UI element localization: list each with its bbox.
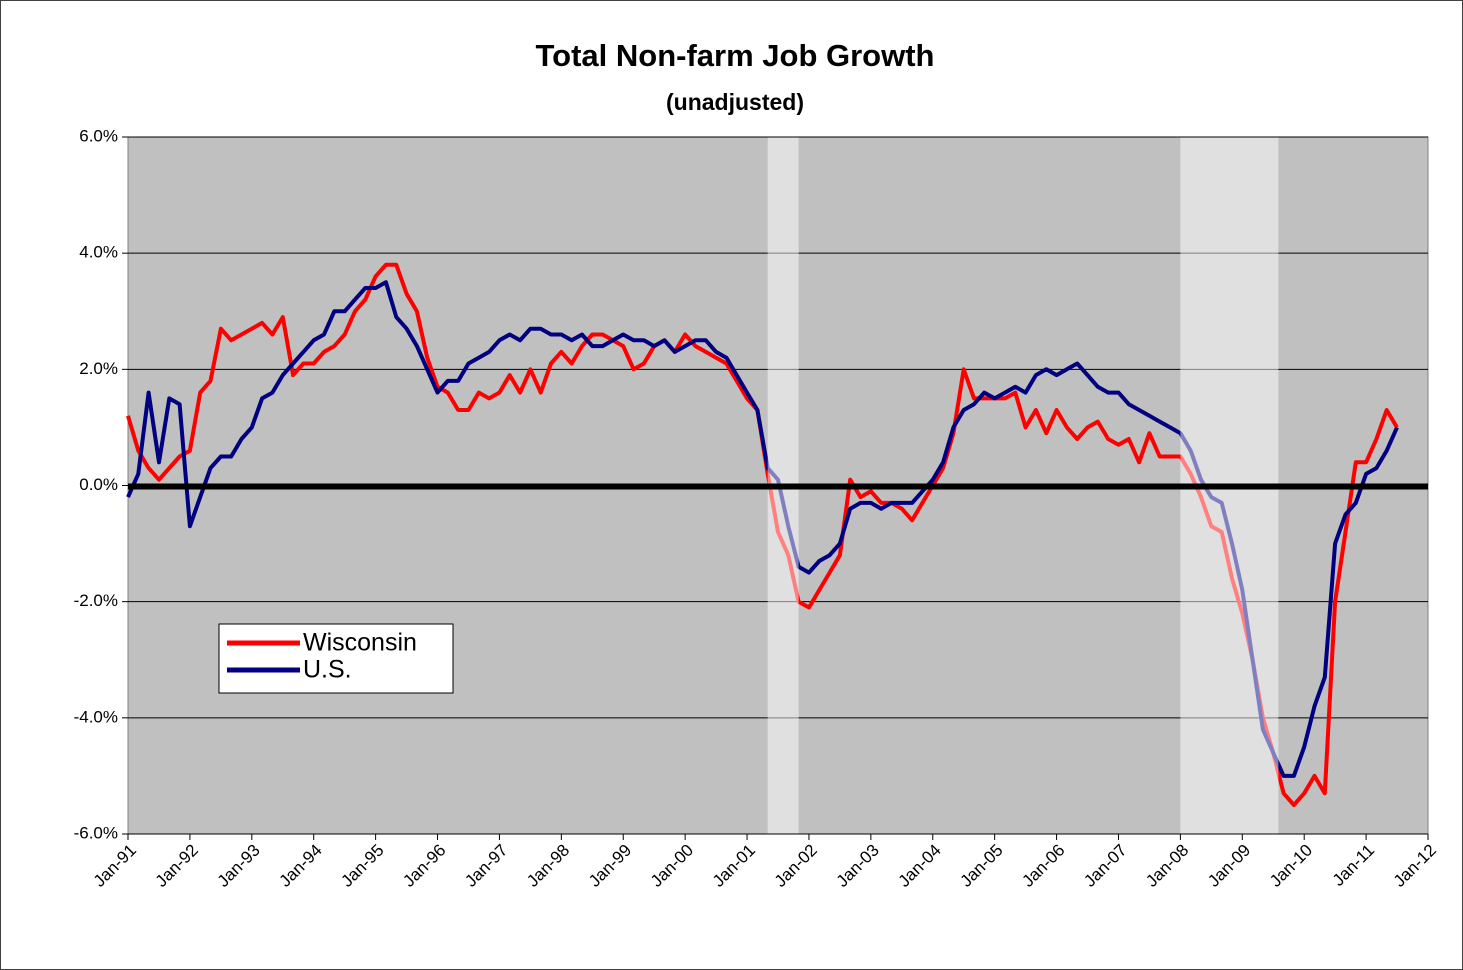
legend-box <box>218 623 454 694</box>
y-tick-label: 6.0% <box>79 126 118 145</box>
y-tick-label: 2.0% <box>79 359 118 378</box>
legend-label: U.S. <box>303 656 352 684</box>
y-tick-label: -2.0% <box>74 591 118 610</box>
y-tick-label: 0.0% <box>79 475 118 494</box>
y-tick-label: -6.0% <box>74 823 118 842</box>
y-tick-label: -4.0% <box>74 707 118 726</box>
chart-subtitle: (unadjusted) <box>666 89 804 115</box>
chart-title: Total Non-farm Job Growth <box>536 38 935 73</box>
legend-label: Wisconsin <box>303 629 417 657</box>
y-tick-label: 4.0% <box>79 243 118 262</box>
